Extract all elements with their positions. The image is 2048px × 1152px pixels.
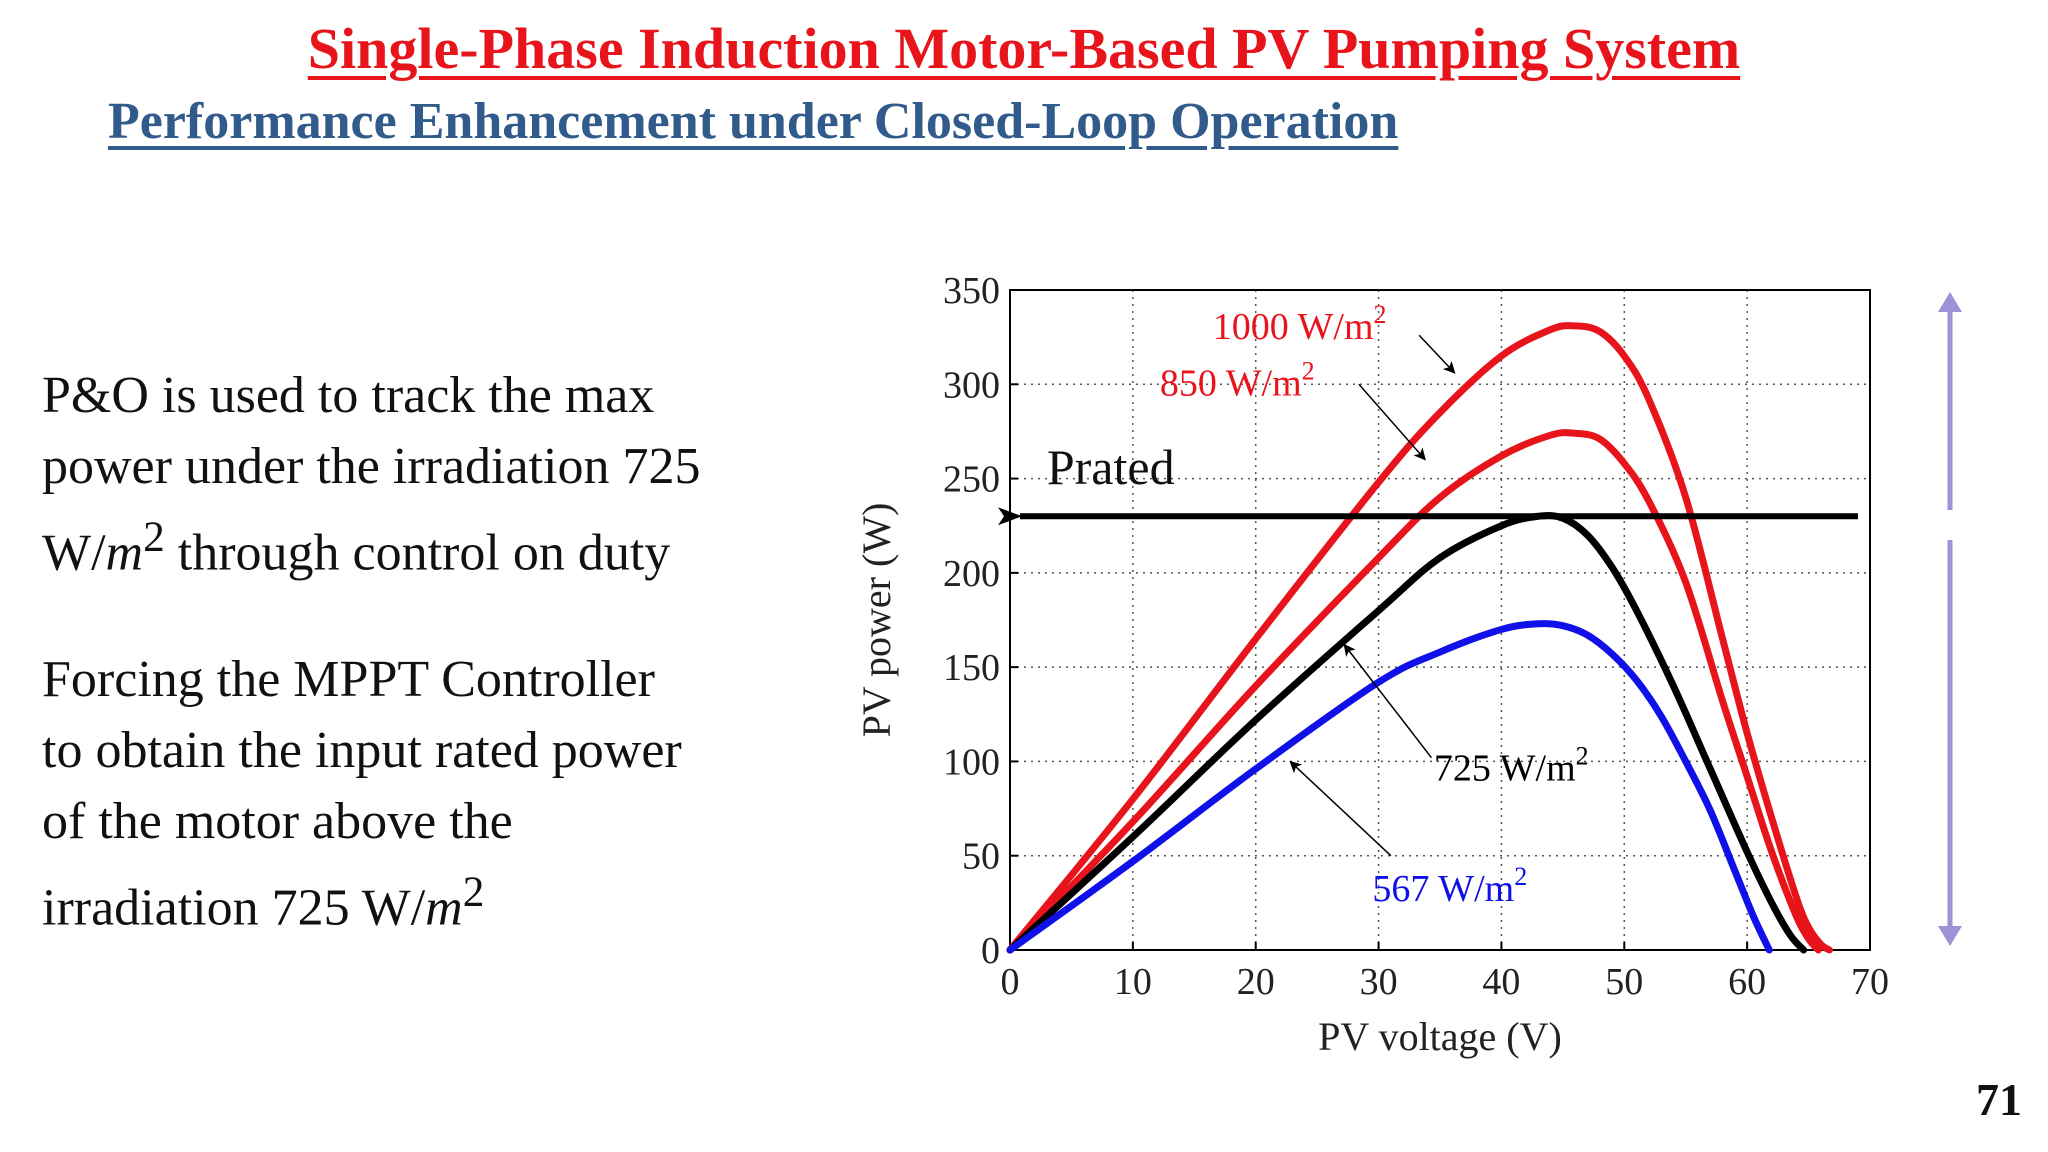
y-tick-label: 200 [943,553,1000,595]
y-tick-label: 300 [943,364,1000,406]
rated-power-label: Prated [1047,439,1175,495]
label-1000: 1000 W/m2 [1213,300,1387,348]
label-850: 850 W/m2 [1160,357,1315,405]
paragraph-mppt-tracking: P&O is used to track the max power under… [42,367,701,582]
leader-567 [1289,760,1392,857]
x-tick-label: 70 [1851,961,1889,1003]
leader-850 [1358,383,1426,461]
slide-subtitle: Performance Enhancement under Closed-Loo… [108,93,1399,150]
curve-725 [1006,512,1808,954]
x-tick-label: 0 [1001,961,1020,1003]
curve-567 [1006,620,1773,954]
y-tick-label: 0 [981,930,1000,972]
curve-1000 [1006,322,1833,954]
pv-power-chart: 0 10 20 30 40 50 60 70 0 50 100 150 200 250 300 350 PV v… [854,270,1889,1059]
leader-1000 [1418,334,1456,374]
y-tick-label: 100 [943,741,1000,783]
page-number: 71 [1976,1074,2022,1125]
y-tick-label: 350 [943,270,1000,312]
x-tick-label: 30 [1360,961,1398,1003]
label-725: 725 W/m2 [1434,741,1589,789]
y-axis-label: PV power (W) [854,503,899,738]
x-tick-label: 10 [1114,961,1152,1003]
ruler-down-arrowhead [1938,926,1962,946]
y-tick-label: 150 [943,647,1000,689]
paragraph-rated-power: Forcing the MPPT Controller to obtain th… [42,651,682,937]
y-tick-label: 250 [943,459,1000,501]
x-tick-label: 40 [1482,961,1520,1003]
slide-title: Single-Phase Induction Motor-Based PV Pu… [307,16,1741,81]
x-tick-label: 20 [1237,961,1275,1003]
plot-frame [1009,289,1871,951]
x-tick-label: 50 [1605,961,1643,1003]
ruler-up-arrowhead [1938,292,1962,312]
label-567: 567 W/m2 [1372,862,1527,910]
irradiation-range-arrow [1938,292,1962,946]
x-tick-label: 60 [1728,961,1766,1003]
x-axis-label: PV voltage (V) [1318,1014,1562,1059]
leader-725 [1343,643,1432,759]
curve-850 [1006,429,1822,954]
y-tick-label: 50 [962,836,1000,878]
